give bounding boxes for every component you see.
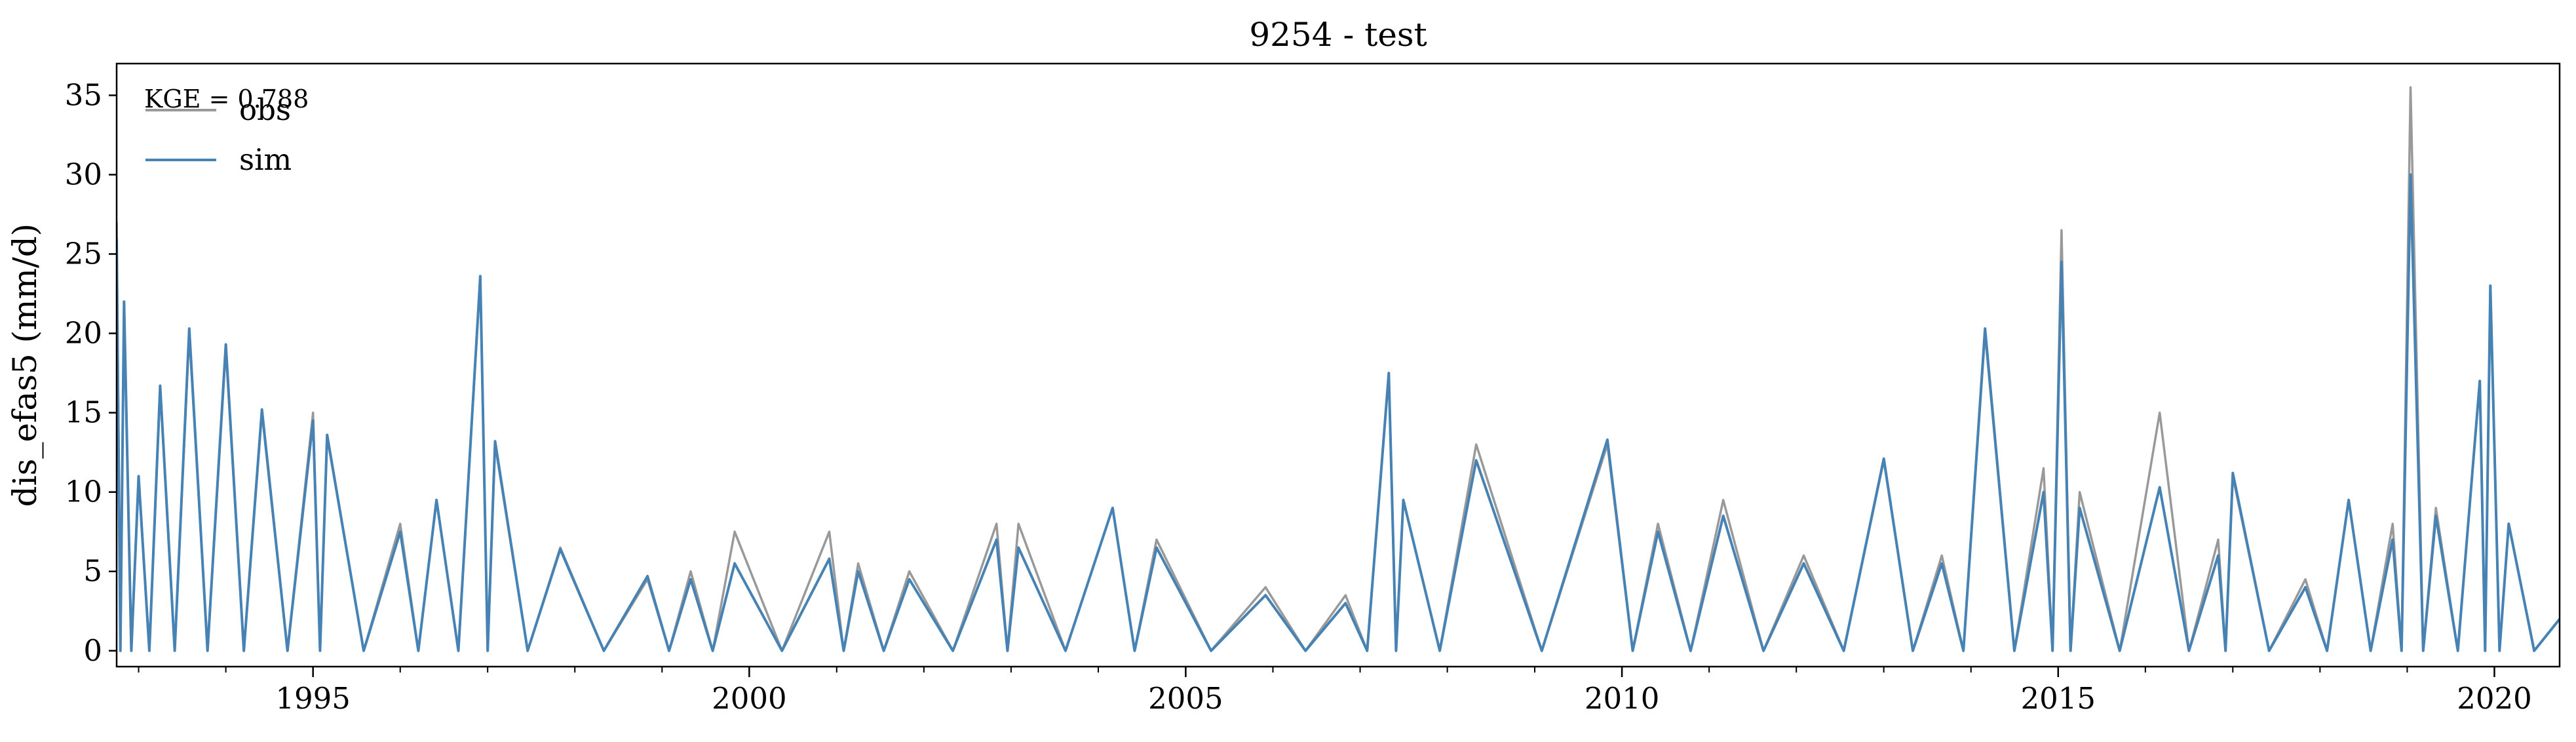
x-tick-label-2000: 2000 xyxy=(712,681,787,716)
legend-label-sim: sim xyxy=(239,142,292,177)
legend: obs sim xyxy=(145,92,292,177)
x-tick-label-2010: 2010 xyxy=(1585,681,1660,716)
y-tick-label-15: 15 xyxy=(65,395,102,430)
y-tick-label-35: 35 xyxy=(65,77,102,112)
kge-annotation: KGE = 0.788 xyxy=(144,85,309,113)
y-tick-label-20: 20 xyxy=(65,316,102,351)
y-tick-label-0: 0 xyxy=(83,633,102,668)
series-line-sim xyxy=(117,173,2560,652)
plot-frame xyxy=(115,62,2561,668)
x-tick-label-2020: 2020 xyxy=(2457,681,2532,716)
y-tick-label-10: 10 xyxy=(65,475,102,509)
y-tick-label-30: 30 xyxy=(65,157,102,191)
y-tick-label-25: 25 xyxy=(65,237,102,271)
legend-label-obs: obs xyxy=(239,92,291,127)
chart-title: 9254 - test xyxy=(1249,16,1427,54)
y-axis-label: dis_efas5 (mm/d) xyxy=(6,224,44,507)
x-tick-label-2015: 2015 xyxy=(2021,681,2096,716)
x-tick-label-1995: 1995 xyxy=(275,681,351,716)
y-tick-label-5: 5 xyxy=(83,554,102,589)
x-tick-label-2005: 2005 xyxy=(1148,681,1223,716)
series-layer xyxy=(117,86,2560,652)
ticks-layer: 0 5 10 15 20 25 30 35 1995 2000 2005 2010 2015 2020 xyxy=(65,77,2532,716)
